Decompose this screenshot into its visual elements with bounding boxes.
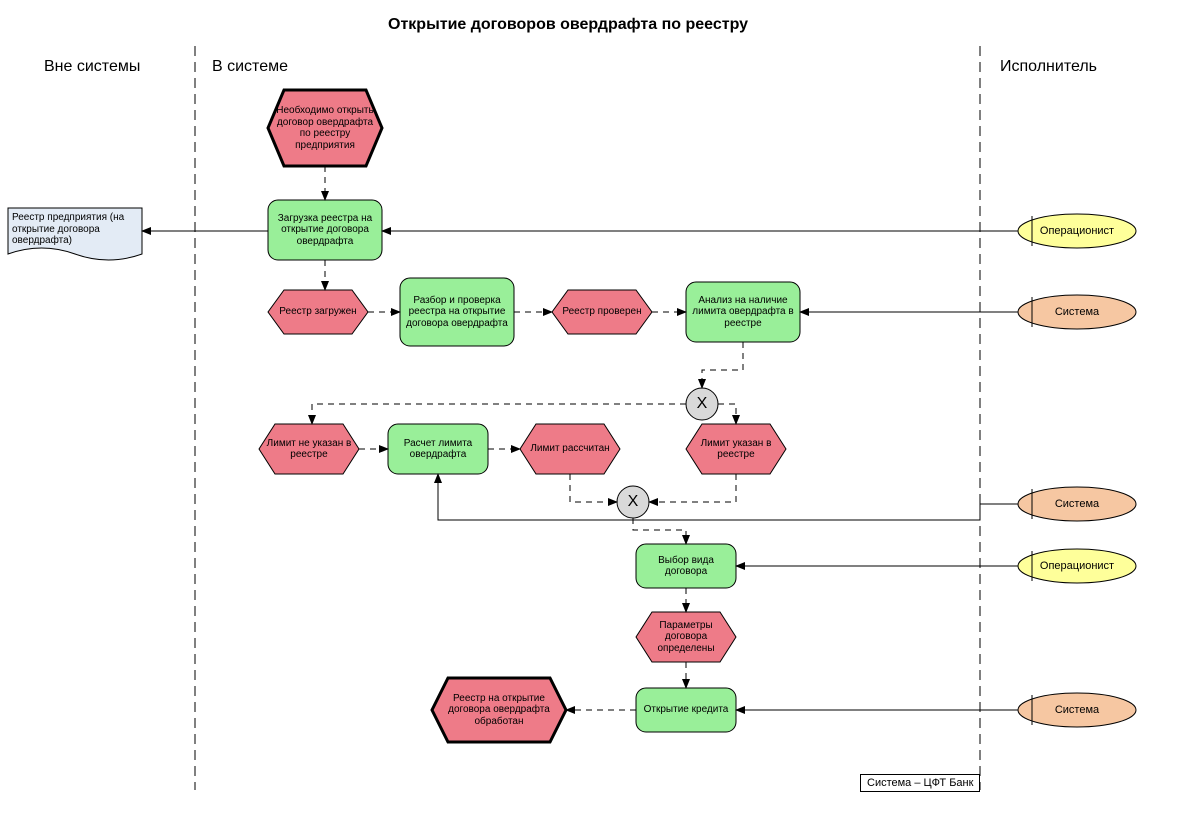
node-load: Загрузка реестра на открытие договора ов… [268,200,382,260]
node-op1: Операционист [1018,214,1136,248]
node-doc: Реестр предприятия (на открытие договора… [8,208,142,250]
node-gw1: X [686,388,718,420]
footer-system-label: Система – ЦФТ Банк [860,774,980,792]
lane-label: Исполнитель [1000,58,1097,76]
node-start: Необходимо открыть договор овердрафта по… [268,90,382,166]
node-analyze: Анализ на наличие лимита овердрафта в ре… [686,282,800,342]
node-op2: Операционист [1018,549,1136,583]
node-haslim: Лимит указан в реестре [686,424,786,474]
node-sys2: Система [1018,487,1136,521]
node-loaded: Реестр загружен [268,290,368,334]
node-checked: Реестр проверен [552,290,652,334]
node-sys1: Система [1018,295,1136,329]
node-params: Параметры договора определены [636,612,736,662]
node-parse: Разбор и проверка реестра на открытие до… [400,278,514,346]
diagram-title: Открытие договоров овердрафта по реестру [388,16,748,34]
node-open: Открытие кредита [636,688,736,732]
lane-label: В системе [212,58,288,76]
lane-label: Вне системы [44,58,140,76]
node-choose: Выбор вида договора [636,544,736,588]
node-calced: Лимит рассчитан [520,424,620,474]
node-gw2: X [617,486,649,518]
node-nolim: Лимит не указан в реестре [259,424,359,474]
node-calc: Расчет лимита овердрафта [388,424,488,474]
node-done: Реестр на открытие договора овердрафта о… [432,678,566,742]
flowchart-canvas: Необходимо открыть договор овердрафта по… [0,0,1204,817]
node-sys3: Система [1018,693,1136,727]
